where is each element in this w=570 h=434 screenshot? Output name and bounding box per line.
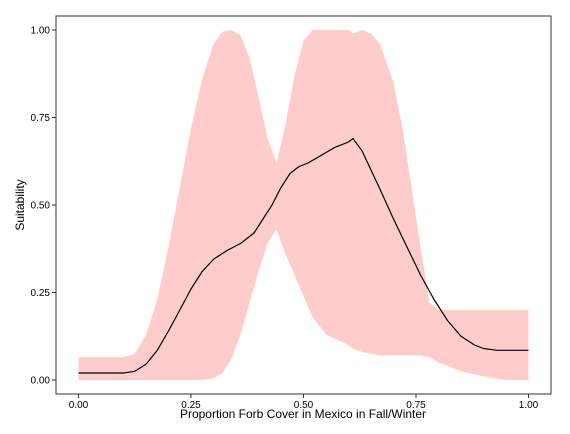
x-tick-label: 0.75 bbox=[406, 400, 426, 411]
response-line bbox=[78, 137, 529, 374]
axes: 0.00 0.25 0.50 0.75 1.00 0.00 0.25 0.50 0.75 1.00 bbox=[31, 15, 552, 411]
y-tick-label: 0.50 bbox=[31, 201, 51, 212]
plot-area bbox=[78, 30, 529, 380]
y-tick-label: 0.75 bbox=[31, 113, 51, 124]
y-tick-label: 1.00 bbox=[31, 26, 51, 37]
x-tick-label: 0.00 bbox=[69, 400, 89, 411]
x-tick-label: 1.00 bbox=[519, 400, 539, 411]
x-tick-label: 0.25 bbox=[181, 400, 201, 411]
y-tick-label: 0.00 bbox=[31, 376, 51, 387]
confidence-band bbox=[78, 30, 529, 380]
x-axis-label: Proportion Forb Cover in Mexico in Fall/… bbox=[180, 407, 426, 421]
y-tick-label: 0.25 bbox=[31, 288, 51, 299]
y-axis-label: Suitability bbox=[13, 179, 27, 230]
x-tick-label: 0.50 bbox=[294, 400, 314, 411]
